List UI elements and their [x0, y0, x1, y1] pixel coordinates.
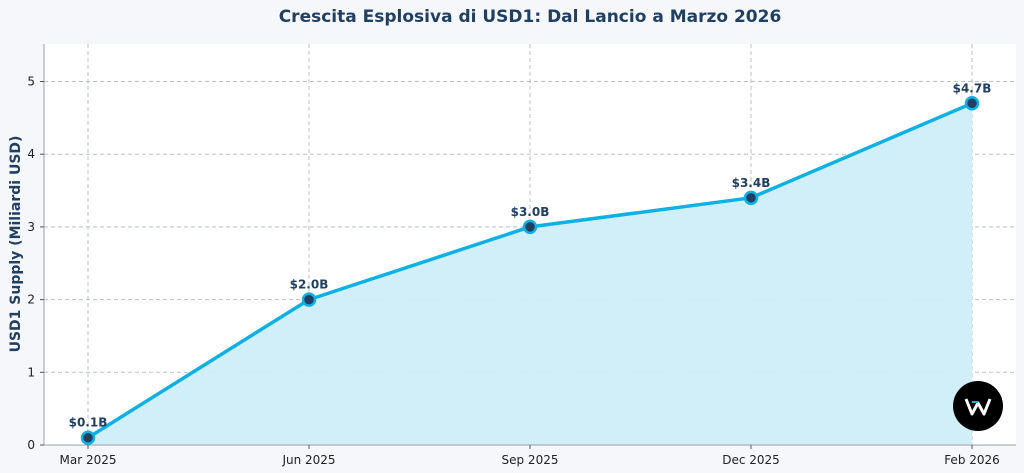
data-labels: $0.1B $2.0B $3.0B $3.4B $4.7B — [69, 81, 992, 429]
y-tick-label: 1 — [27, 365, 35, 379]
y-tick-label: 4 — [27, 147, 35, 161]
data-label: $0.1B — [69, 416, 108, 430]
x-tick-label: Dec 2025 — [722, 453, 780, 467]
data-point — [301, 292, 317, 307]
data-point — [522, 219, 538, 235]
x-tick-label: Mar 2025 — [60, 453, 117, 467]
y-tick-label: 2 — [27, 293, 35, 307]
data-label: $2.0B — [290, 278, 329, 292]
x-tick-label: Jun 2025 — [281, 453, 335, 467]
data-point — [80, 430, 96, 445]
y-tick-label: 3 — [27, 220, 35, 234]
x-tick-labels: Mar 2025 Jun 2025 Sep 2025 Dec 2025 Feb 2026 — [60, 445, 1000, 467]
area-fill — [88, 103, 972, 445]
y-tick-label: 0 — [27, 438, 35, 452]
y-axis-label: USD1 Supply (Miliardi USD) — [8, 136, 24, 353]
area-polygon — [88, 103, 972, 445]
chart-title: Crescita Esplosiva di USD1: Dal Lancio a… — [279, 7, 782, 27]
data-point — [743, 190, 759, 206]
w-logo — [953, 381, 1003, 431]
x-tick-label: Sep 2025 — [502, 453, 559, 467]
data-point — [964, 96, 980, 111]
data-label: $4.7B — [953, 81, 992, 95]
y-tick-label: 5 — [27, 75, 35, 89]
data-label: $3.0B — [511, 205, 550, 219]
data-points — [80, 96, 980, 445]
y-tick-labels: 0 1 2 3 4 5 — [27, 75, 44, 452]
data-label: $3.4B — [732, 176, 771, 190]
x-tick-label: Feb 2026 — [944, 453, 1000, 467]
